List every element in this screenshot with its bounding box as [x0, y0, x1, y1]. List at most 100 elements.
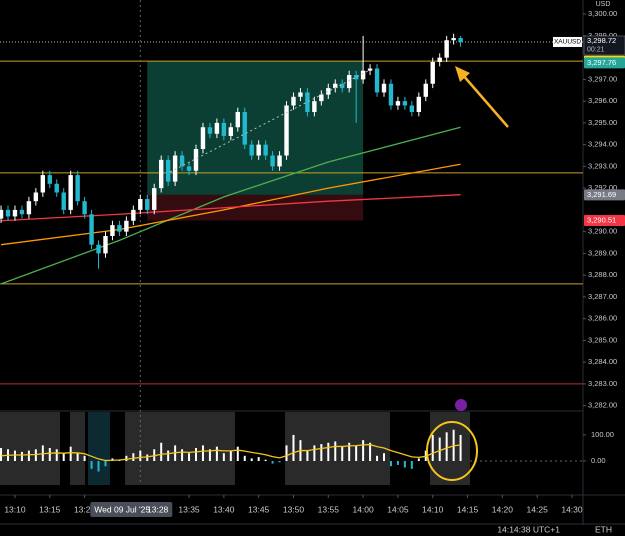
histogram-bar — [271, 461, 274, 464]
histogram-bar — [355, 445, 358, 462]
arrow-annotation — [455, 66, 509, 128]
session: ETH — [595, 524, 612, 534]
indicator-background — [0, 412, 583, 485]
histogram-bar — [264, 459, 267, 462]
candle-body — [152, 188, 157, 210]
y-tick-label: 3,296.00 — [588, 96, 617, 105]
signal-line — [0, 443, 461, 462]
histogram-bar — [292, 434, 295, 462]
candle-body — [5, 209, 11, 217]
candle-body — [319, 94, 324, 102]
x-tick-label: 14:05 — [387, 504, 409, 514]
y-tick-label: 3,295.00 — [588, 118, 617, 127]
histogram-bar — [27, 450, 30, 462]
x-tick-label: 13:40 — [213, 504, 235, 514]
x-tick-label: 14:00 — [352, 504, 374, 514]
candle-body — [326, 88, 331, 95]
histogram-bar — [327, 442, 330, 462]
candle-body — [19, 209, 25, 215]
histogram-bar — [438, 437, 441, 462]
candle-body — [82, 201, 87, 215]
candle-body — [270, 155, 275, 167]
histogram-bar — [320, 444, 323, 462]
histogram-bar — [278, 461, 281, 463]
price-label: 3,297.76 — [587, 58, 616, 67]
x-tick-label: 14:10 — [422, 504, 444, 514]
candle-body — [444, 40, 449, 58]
candle-body — [117, 225, 122, 232]
candle-body — [395, 101, 401, 106]
histogram-bar — [389, 461, 392, 467]
histogram-bar — [313, 445, 316, 462]
x-tick-label: 14:30 — [561, 504, 583, 514]
countdown: 00:21 — [587, 46, 605, 53]
y-tick-label: 3,282.00 — [588, 401, 617, 410]
histogram-bar — [132, 453, 135, 462]
y-tick-label: 3,283.00 — [588, 379, 617, 388]
candle-body — [221, 122, 227, 136]
candle-body — [242, 112, 247, 145]
candle-body — [12, 209, 18, 217]
histogram-bar — [62, 453, 65, 462]
candle-body — [458, 38, 463, 42]
y-tick-label: 3,285.00 — [588, 335, 617, 344]
histogram-bar — [139, 450, 142, 462]
histogram-bar — [55, 449, 58, 462]
candle-body — [374, 68, 380, 93]
histogram-bar — [167, 450, 170, 462]
candle-body — [312, 101, 317, 113]
y-tick-label: 3,292.00 — [588, 183, 617, 192]
price-label: 3,291.69 — [587, 190, 616, 199]
candle-body — [430, 61, 435, 84]
price-label-box — [584, 57, 625, 69]
candle-body — [131, 209, 136, 221]
candle-body — [367, 68, 373, 71]
candle-body — [284, 105, 289, 156]
histogram-bar — [146, 454, 149, 462]
histogram-bar — [188, 453, 191, 462]
histogram-bar — [348, 442, 351, 462]
candle-body — [298, 92, 303, 97]
last-price-label: 3,298.72 — [587, 36, 616, 45]
candle-body — [263, 144, 268, 156]
candle-body — [172, 155, 178, 182]
y-tick-label: 3,288.00 — [588, 270, 617, 279]
histogram-bar — [341, 446, 344, 462]
histogram-bar — [431, 434, 434, 462]
crosshair-date: Wed 09 Jul '25 — [94, 504, 150, 514]
y-tick-label: 3,299.00 — [588, 31, 617, 40]
y-tick-label: 3,293.00 — [588, 161, 617, 170]
histogram-bar — [83, 455, 86, 462]
candle-body — [214, 122, 220, 134]
candle-body — [96, 244, 101, 254]
candle-body — [256, 144, 261, 156]
indicator-y-tick-label: 0.00 — [591, 456, 606, 465]
histogram-bar — [160, 442, 163, 462]
y-tick-label: 3,289.00 — [588, 248, 617, 257]
histogram-bar — [97, 461, 100, 472]
candle-body — [451, 38, 456, 41]
indicator-y-tick-label: 100.00 — [591, 430, 614, 439]
candle-body — [402, 101, 408, 106]
histogram-bar — [383, 453, 386, 462]
histogram-bar — [222, 453, 225, 462]
moving-average — [0, 163, 461, 246]
candle-body — [103, 235, 108, 254]
candle-body — [200, 127, 206, 149]
candle-body — [228, 127, 234, 136]
candle-body — [61, 192, 66, 210]
candle-body — [360, 70, 366, 80]
price-label: 3,290.51 — [587, 216, 616, 225]
x-tick-label: 13:15 — [39, 504, 61, 514]
session-shade — [70, 412, 85, 485]
histogram-bar — [376, 455, 379, 462]
session-shade — [88, 412, 110, 485]
x-tick-label: 13:45 — [248, 504, 270, 514]
candle-body — [423, 83, 428, 97]
price-label-box — [584, 215, 625, 227]
candle-body — [235, 112, 240, 128]
histogram-bar — [396, 461, 399, 465]
candle-body — [277, 155, 282, 167]
histogram-bar — [236, 446, 239, 462]
